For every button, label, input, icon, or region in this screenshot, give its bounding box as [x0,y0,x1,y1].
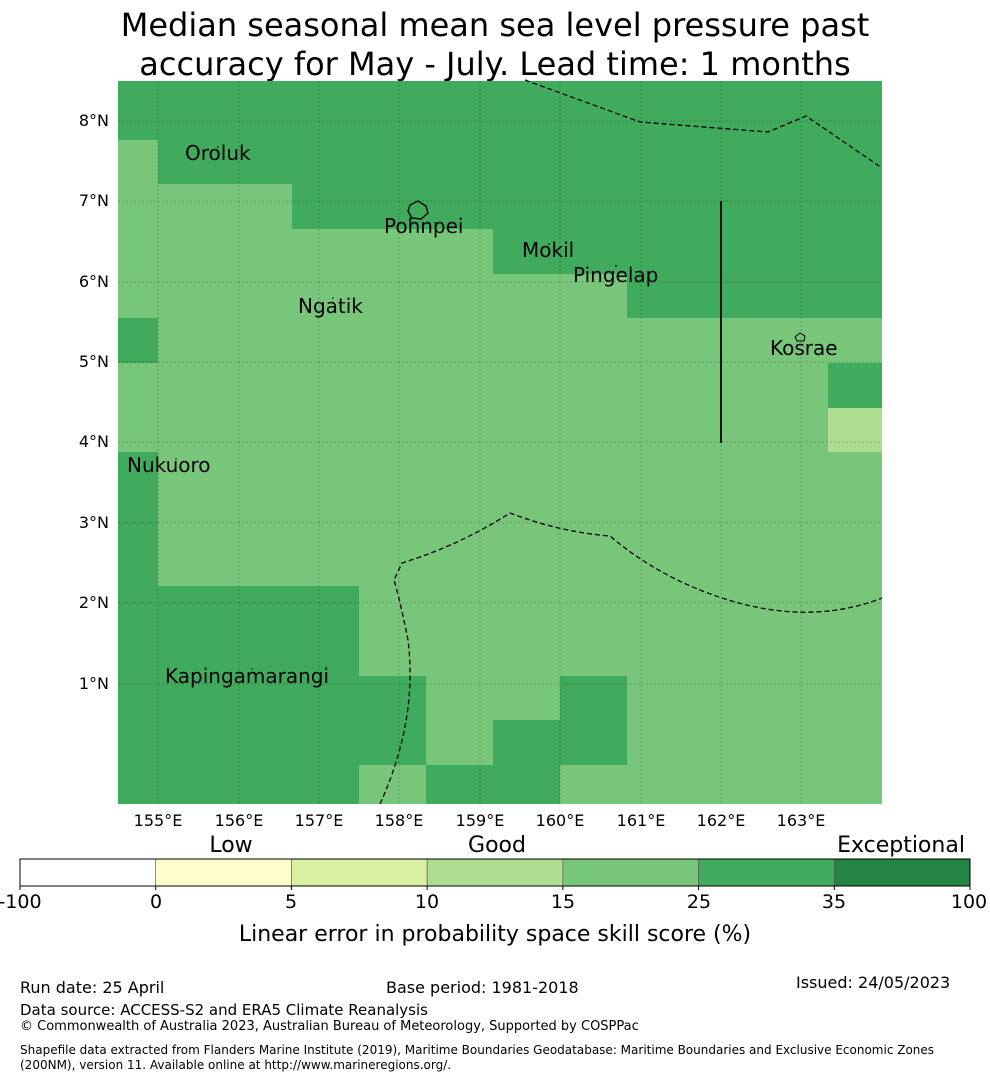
legend-color-swatch [426,858,564,887]
legend-color-swatch [291,858,428,887]
skill-grid [118,81,882,804]
lon-label-162e: 162°E [697,811,746,830]
skill-region-high [118,676,426,765]
lat-label-3n: 3°N [79,513,109,532]
skill-region-high [560,676,627,765]
lat-label-1n: 1°N [79,674,109,693]
place-label-kosrae: Kosrae [770,336,838,360]
nukuoro-atoll-marker [175,458,177,460]
legend-category-good: Good [468,833,526,858]
legend-colorbar [19,858,971,890]
data-source: Data source: ACCESS-S2 and ERA5 Climate … [20,1001,428,1019]
legend-tick-25: 25 [687,891,711,913]
kosrae-island-outline [794,332,806,342]
skill-region-high [627,274,882,318]
place-label-pohnpei: Pohnpei [384,214,464,238]
legend-tick-0: 0 [150,891,162,913]
lon-label-160e: 160°E [536,811,585,830]
skill-region-high [426,765,493,804]
legend-color-swatch [698,858,835,887]
legend-title: Linear error in probability space skill … [239,922,751,947]
ngatik-atoll-marker [332,297,334,299]
legend-category-low: Low [209,833,252,858]
legend-tick-35: 35 [822,891,846,913]
lon-label-161e: 161°E [617,811,666,830]
lat-label-2n: 2°N [79,593,109,612]
chart-title-line-1: Median seasonal mean sea level pressure … [120,6,870,44]
skill-region-high [292,184,882,229]
shapefile-credit-line-2: (200NM), version 11. Available online at… [20,1058,452,1072]
skill-region-high [118,81,882,140]
skill-region-high [493,720,560,804]
legend-tick-minus100: -100 [0,891,42,913]
lat-label-7n: 7°N [79,191,109,210]
lon-label-157e: 157°E [295,811,344,830]
eez-boundary-north [524,79,883,169]
legend-color-swatch [155,858,292,887]
lon-label-159e: 159°E [456,811,505,830]
base-period: Base period: 1981-2018 [386,978,579,997]
skill-region-high [828,363,882,408]
legend-color-swatch [833,858,971,887]
skill-region-high [493,229,882,274]
place-label-oroluk: Oroluk [185,141,251,165]
lat-label-4n: 4°N [79,432,109,451]
place-label-kapingamarangi: Kapingamarangi [165,664,329,688]
skill-region-moderate [828,408,882,452]
legend-colorbar-frame [19,858,971,887]
legend-tick-10: 10 [415,891,439,913]
lon-label-155e: 155°E [134,811,183,830]
skill-region-high [118,452,158,586]
issued-date: Issued: 24/05/2023 [796,973,951,992]
pohnpei-island-outline [407,200,429,220]
place-label-pingelap: Pingelap [573,263,658,287]
lat-label-5n: 5°N [79,352,109,371]
legend-color-swatch [19,858,157,887]
legend-tick-15: 15 [551,891,575,913]
copyright: © Commonwealth of Australia 2023, Austra… [20,1019,639,1034]
chart-title-line-2: accuracy for May - July. Lead time: 1 mo… [139,45,851,83]
lat-label-8n: 8°N [79,111,109,130]
kapingamarangi-atoll-marker [251,668,253,670]
skill-region-high [118,765,359,804]
pingelap-atoll-marker [615,265,617,267]
run-date: Run date: 25 April [20,978,165,997]
legend-tick-100: 100 [951,891,987,913]
lon-label-156e: 156°E [215,811,264,830]
oroluk-atoll-marker [217,146,219,148]
eez-boundary-south [379,512,883,805]
place-label-ngatik: Ngatik [298,294,363,318]
mokil-atoll-marker [548,243,550,245]
lon-label-158e: 158°E [375,811,424,830]
lat-label-6n: 6°N [79,272,109,291]
shapefile-credit-line-1: Shapefile data extracted from Flanders M… [20,1043,935,1057]
place-label-mokil: Mokil [522,238,574,262]
lon-label-163e: 163°E [777,811,826,830]
skill-region-high [118,586,359,676]
legend-color-swatch [562,858,699,887]
legend-category-exceptional: Exceptional [837,833,965,858]
place-label-nukuoro: Nukuoro [127,453,211,477]
skill-region-high [158,140,882,184]
skill-region-high [118,318,158,363]
legend-tick-5: 5 [285,891,297,913]
